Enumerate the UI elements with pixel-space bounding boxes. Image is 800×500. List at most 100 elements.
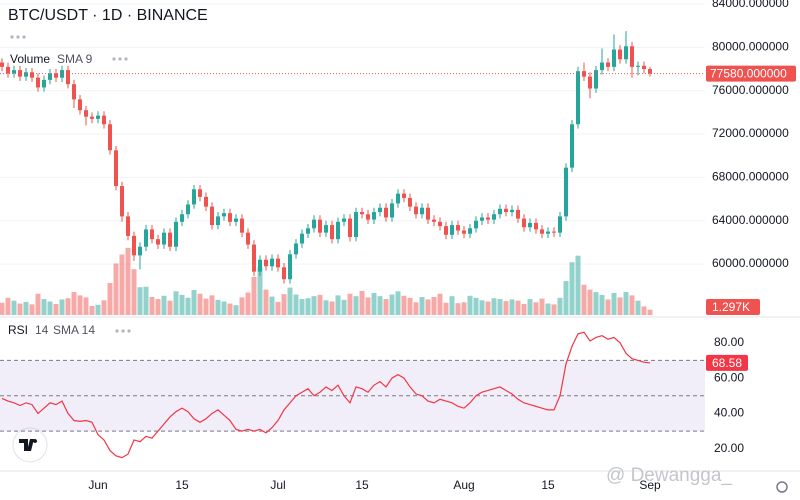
candle-body <box>300 233 304 244</box>
volume-bar <box>479 300 485 315</box>
volume-bar <box>647 309 653 315</box>
volume-bar <box>59 299 65 315</box>
candle-body <box>246 232 250 245</box>
volume-bar <box>377 296 383 315</box>
candle-body <box>198 189 202 197</box>
candle-body <box>594 70 598 89</box>
volume-bar <box>41 299 47 315</box>
candle-body <box>294 243 298 255</box>
volume-bar <box>197 293 203 315</box>
candle-body <box>306 228 310 234</box>
volume-bar <box>89 306 95 315</box>
candle-body <box>102 115 106 125</box>
candles <box>0 31 652 284</box>
volume-bar <box>311 296 317 315</box>
candle-body <box>528 222 532 228</box>
legend-title: Volume <box>10 52 50 66</box>
volume-bar <box>641 306 647 315</box>
candle-body <box>642 65 646 70</box>
candle-body <box>252 244 256 272</box>
candle-body <box>606 62 610 67</box>
candle-body <box>66 70 70 85</box>
candle-body <box>150 229 154 240</box>
y-tick-label: 40.00 <box>714 406 744 420</box>
volume-bar <box>149 297 155 315</box>
candle-body <box>132 235 136 256</box>
volume-bar <box>431 297 437 315</box>
volume-bar <box>581 284 587 315</box>
candle-body <box>78 99 82 111</box>
x-tick-label: Jul <box>270 478 285 492</box>
y-tick-label: 60000.000000 <box>712 256 789 270</box>
menu-dot <box>121 329 125 333</box>
volume-bar <box>593 292 599 315</box>
volume-bar <box>281 294 287 315</box>
volume-bar <box>413 302 419 315</box>
volume-bar <box>107 283 113 315</box>
candle-body <box>534 222 538 230</box>
volume-bar <box>245 292 251 315</box>
candle-body <box>72 84 76 100</box>
volume-bar <box>569 262 575 315</box>
volume-bar <box>551 304 557 315</box>
legend-indicator: SMA 14 <box>53 323 95 337</box>
volume-bar <box>173 291 179 315</box>
volume-bar <box>401 295 407 315</box>
volume-bar <box>389 294 395 315</box>
volume-bar <box>521 303 527 315</box>
candle-body <box>360 212 364 215</box>
candle-body <box>60 70 64 78</box>
volume-bar <box>119 254 125 315</box>
volume-bar <box>83 297 89 315</box>
candle-body <box>618 49 622 60</box>
candle-body <box>42 79 46 88</box>
candle-body <box>258 259 262 272</box>
candle-body <box>240 218 244 233</box>
settings-icon[interactable] <box>776 481 788 493</box>
volume-bar <box>101 300 107 315</box>
volume-bar <box>137 287 143 315</box>
volume-bar <box>35 293 41 315</box>
volume-bar <box>143 286 149 315</box>
candle-body <box>30 72 34 78</box>
volume-bar <box>179 294 185 315</box>
volume-bar <box>287 287 293 315</box>
candle-body <box>162 232 166 245</box>
candle-body <box>204 196 208 207</box>
volume-bar <box>353 296 359 315</box>
candle-body <box>228 213 232 222</box>
candle-body <box>24 72 28 77</box>
candle-body <box>270 258 274 267</box>
candle-body <box>96 115 100 119</box>
volume-bar <box>77 295 83 315</box>
volume-bar <box>95 304 101 315</box>
volume-bar <box>383 299 389 315</box>
candle-body <box>444 226 448 235</box>
candle-body <box>342 218 346 222</box>
volume-bar <box>275 301 281 315</box>
candle-body <box>570 124 574 168</box>
menu-dots[interactable] <box>10 35 26 39</box>
candle-body <box>552 231 556 233</box>
volume-bars <box>0 247 653 315</box>
candle-body <box>576 71 580 125</box>
candle-body <box>456 225 460 231</box>
volume-bar <box>161 295 167 315</box>
candle-body <box>540 229 544 234</box>
candle-body <box>558 216 562 233</box>
volume-bar <box>209 295 215 315</box>
volume-bar <box>167 300 173 315</box>
menu-dot <box>112 57 116 61</box>
y-tick-label: 80.00 <box>714 335 744 349</box>
candle-body <box>168 232 172 247</box>
candle-body <box>174 221 178 247</box>
candle-body <box>372 212 376 220</box>
candle-body <box>180 214 184 222</box>
volume-bar <box>65 298 71 315</box>
volume-bar <box>557 297 563 315</box>
candle-body <box>414 206 418 215</box>
y-tick-label: 64000.000000 <box>712 213 789 227</box>
y-tick-label: 80000.000000 <box>712 40 789 54</box>
candle-body <box>648 69 652 74</box>
candle-body <box>426 207 430 220</box>
